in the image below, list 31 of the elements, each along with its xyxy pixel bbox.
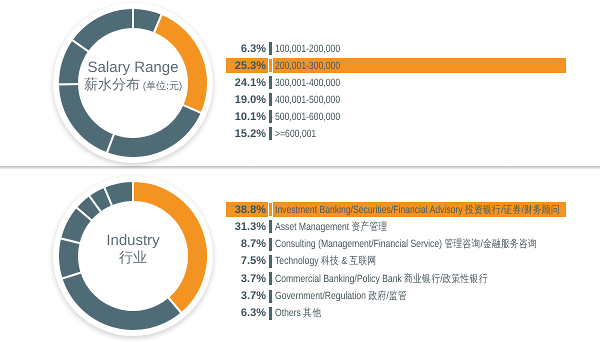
data-label: 10.1% [234,110,266,122]
legend-label: 100,001-200,000 [275,42,340,54]
legend-label: Technology 科技 & 互联网 [275,254,377,268]
data-label: 6.3% [240,42,266,54]
legend-label: Commercial Banking/Policy Bank 商业银行/政策性银行 [275,272,488,286]
legend-label: Others 其他 [275,306,322,320]
data-label: 8.7% [240,238,266,250]
data-label: 15.2% [234,128,266,140]
legend-label: Asset Management 资产管理 [275,220,388,234]
legend-label: 300,001-400,000 [275,76,340,88]
legend-label: >=600,001 [275,128,316,140]
text: 薪水分布 [84,76,140,92]
legend-label: 500,001-600,000 [275,110,340,122]
text: 行业 [119,249,147,265]
data-label: 38.8% [234,204,266,216]
legend-label: Consulting (Management/Financial Service) 管理咨询/金融服务咨询 [275,237,538,252]
data-label: 3.7% [240,290,266,302]
legend-label: 400,001-500,000 [275,94,340,106]
text: Industry [105,232,161,249]
legend-label: Government/Regulation 政府/监管 [275,289,407,303]
data-label: 3.7% [240,272,266,285]
data-label: 25.3% [234,60,266,72]
text: (单位:元) [142,80,182,92]
slice-label: 200,001-300,000 [275,60,340,72]
slice-label: Investment Banking/Securities/Financial Advisory 投资银行/证券/财务顾问 [275,202,560,216]
text: Salary Range [86,58,180,76]
data-label: 31.3% [234,220,266,233]
data-label: 7.5% [240,255,266,268]
data-label: 24.1% [234,76,266,88]
data-label: 19.0% [234,94,266,106]
data-label: 6.3% [240,307,266,320]
